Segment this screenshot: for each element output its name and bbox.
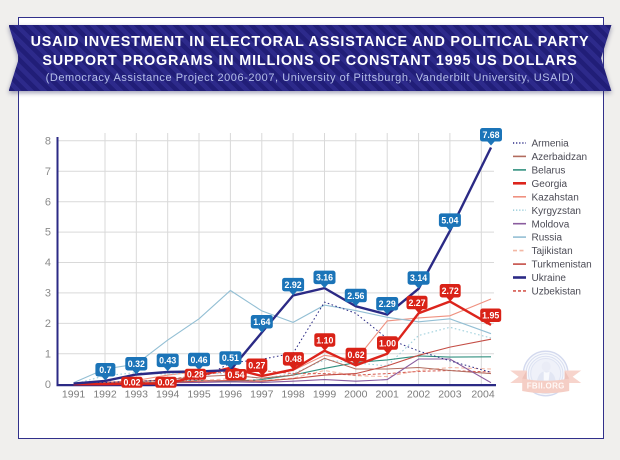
svg-text:0.62: 0.62 <box>348 350 365 360</box>
svg-text:3: 3 <box>45 288 51 300</box>
svg-text:2.56: 2.56 <box>347 291 364 301</box>
svg-text:0.7: 0.7 <box>99 365 111 375</box>
svg-text:Kyrgyzstan: Kyrgyzstan <box>532 206 581 217</box>
svg-text:Ukraine: Ukraine <box>532 273 567 284</box>
svg-text:0.02: 0.02 <box>157 378 174 388</box>
svg-text:Tajikistan: Tajikistan <box>532 246 573 257</box>
svg-text:3.16: 3.16 <box>316 273 333 283</box>
svg-text:1995: 1995 <box>187 389 211 401</box>
svg-text:1997: 1997 <box>250 389 274 401</box>
svg-text:1991: 1991 <box>62 389 86 401</box>
svg-text:0: 0 <box>45 379 51 391</box>
svg-text:1998: 1998 <box>281 389 305 401</box>
svg-text:Armenia: Armenia <box>532 139 570 150</box>
svg-text:6: 6 <box>45 196 51 208</box>
svg-text:0.48: 0.48 <box>285 354 302 364</box>
svg-text:1999: 1999 <box>313 389 337 401</box>
svg-text:FBII.ORG: FBII.ORG <box>527 382 565 391</box>
svg-text:3.14: 3.14 <box>410 273 427 283</box>
svg-text:2001: 2001 <box>376 389 400 401</box>
svg-text:0.46: 0.46 <box>190 355 207 365</box>
svg-text:2000: 2000 <box>344 389 368 401</box>
svg-text:1.64: 1.64 <box>253 317 270 327</box>
svg-text:0.02: 0.02 <box>123 378 140 388</box>
svg-text:0.54: 0.54 <box>227 370 244 380</box>
svg-text:7.68: 7.68 <box>482 130 499 140</box>
svg-text:1.10: 1.10 <box>316 335 333 345</box>
svg-text:0.32: 0.32 <box>128 359 145 369</box>
svg-text:Russia: Russia <box>532 233 563 244</box>
svg-text:2.29: 2.29 <box>379 299 396 309</box>
svg-text:Azerbaidzan: Azerbaidzan <box>532 152 588 163</box>
svg-text:5.04: 5.04 <box>441 215 458 225</box>
svg-text:0.27: 0.27 <box>248 361 265 371</box>
svg-text:2002: 2002 <box>407 389 431 401</box>
svg-text:0.28: 0.28 <box>187 370 204 380</box>
svg-text:Belarus: Belarus <box>532 166 566 177</box>
svg-text:2003: 2003 <box>438 389 462 401</box>
svg-text:1993: 1993 <box>125 389 149 401</box>
svg-text:1.95: 1.95 <box>482 311 499 321</box>
svg-text:1996: 1996 <box>219 389 243 401</box>
svg-text:4: 4 <box>45 257 51 269</box>
svg-text:0.51: 0.51 <box>222 353 239 363</box>
svg-text:Georgia: Georgia <box>532 179 568 190</box>
svg-text:1994: 1994 <box>156 389 180 401</box>
svg-text:1992: 1992 <box>93 389 117 401</box>
svg-text:7: 7 <box>45 166 51 178</box>
svg-text:2.27: 2.27 <box>408 298 425 308</box>
svg-text:2.72: 2.72 <box>442 286 459 296</box>
svg-text:Moldova: Moldova <box>532 219 570 230</box>
svg-text:Kazahstan: Kazahstan <box>532 192 579 203</box>
svg-text:1.00: 1.00 <box>379 338 396 348</box>
svg-text:Turkmenistan: Turkmenistan <box>532 260 592 271</box>
svg-text:2.92: 2.92 <box>285 280 302 290</box>
svg-text:Uzbekistan: Uzbekistan <box>532 287 581 298</box>
svg-text:0.43: 0.43 <box>159 356 176 366</box>
svg-text:2: 2 <box>45 318 51 330</box>
svg-text:1: 1 <box>45 348 51 360</box>
svg-text:5: 5 <box>45 227 51 239</box>
svg-text:2004: 2004 <box>471 389 495 401</box>
svg-text:8: 8 <box>45 135 51 147</box>
